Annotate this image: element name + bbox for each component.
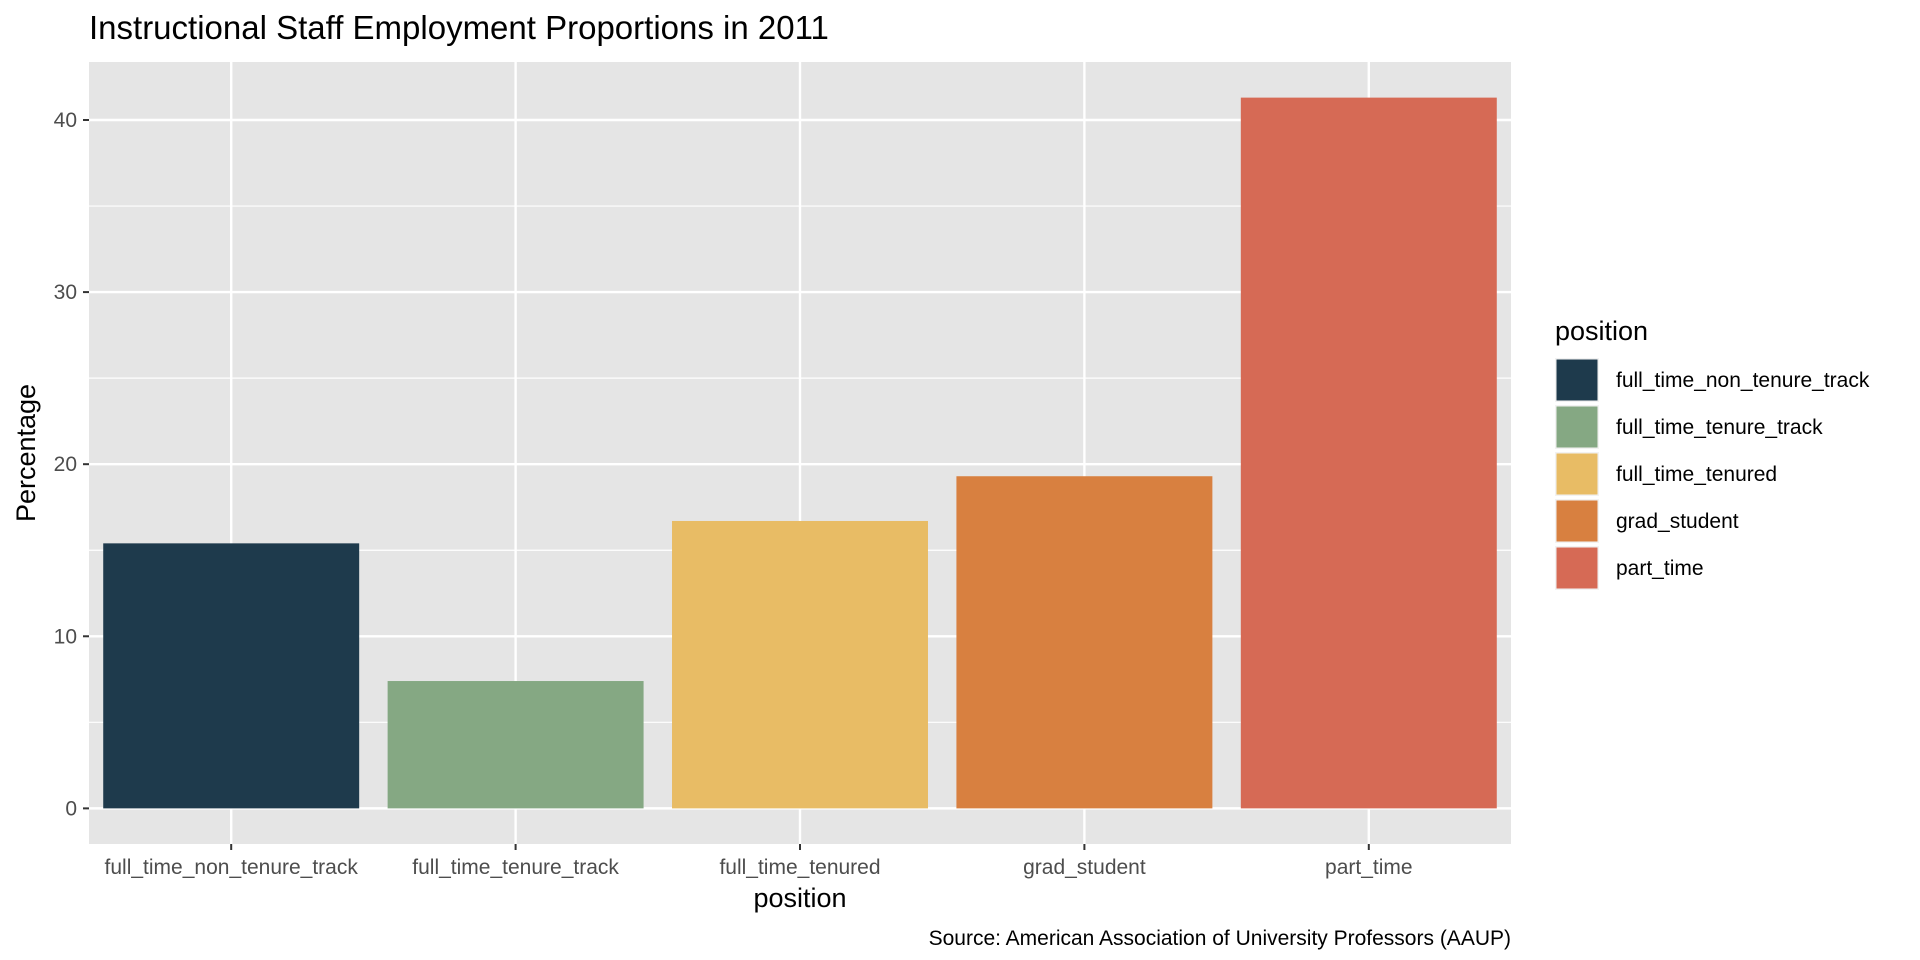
y-tick-label: 10	[54, 625, 77, 648]
legend-label: grad_student	[1616, 510, 1739, 533]
legend: position full_time_non_tenure_track full_…	[1555, 316, 1870, 590]
bars	[103, 97, 1497, 809]
x-tick-label: grad_student	[1023, 856, 1146, 879]
x-axis-title: position	[753, 883, 846, 913]
legend-label: full_time_non_tenure_track	[1616, 369, 1870, 392]
x-tick-label: full_time_non_tenure_track	[105, 856, 359, 879]
x-tick-label: full_time_tenured	[719, 856, 880, 879]
legend-swatch-full_time_non_tenure_track	[1556, 359, 1598, 401]
legend-label: part_time	[1616, 557, 1704, 580]
y-tick-label: 30	[54, 281, 77, 304]
bar-part_time	[1240, 97, 1497, 809]
legend-swatch-part_time	[1556, 547, 1598, 589]
y-tick-label: 20	[54, 453, 77, 476]
y-tick-label: 0	[65, 797, 77, 820]
y-tick-label: 40	[54, 109, 77, 132]
bar-full_time_non_tenure_track	[103, 543, 360, 809]
legend-label: full_time_tenured	[1616, 463, 1777, 486]
legend-swatch-grad_student	[1556, 500, 1598, 542]
bar-full_time_tenured	[672, 520, 928, 809]
bar-grad_student	[956, 476, 1213, 809]
legend-swatch-full_time_tenure_track	[1556, 406, 1598, 448]
bar-full_time_tenure_track	[387, 681, 644, 809]
chart-title: Instructional Staff Employment Proportio…	[89, 9, 829, 46]
legend-label: full_time_tenure_track	[1616, 416, 1823, 439]
legend-swatch-full_time_tenured	[1556, 453, 1598, 495]
x-axis: full_time_non_tenure_track full_time_tenu…	[105, 844, 1413, 879]
legend-title: position	[1555, 316, 1648, 346]
x-tick-label: full_time_tenure_track	[412, 856, 619, 879]
y-axis: 0 10 20 30 40	[54, 109, 89, 820]
y-axis-title: Percentage	[11, 384, 41, 522]
x-tick-label: part_time	[1325, 856, 1413, 879]
source-caption: Source: American Association of Universi…	[929, 927, 1511, 950]
